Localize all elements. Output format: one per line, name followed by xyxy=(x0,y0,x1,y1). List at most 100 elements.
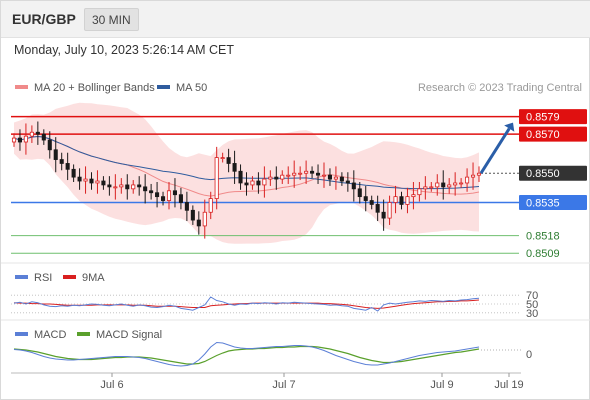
candle-body xyxy=(304,170,309,174)
candle-body xyxy=(333,176,338,180)
candle-body xyxy=(369,200,374,205)
candle-body xyxy=(399,196,404,205)
legend-label-rsi: RSI xyxy=(34,272,52,284)
candle-body xyxy=(23,135,28,143)
legend-swatch-bollinger xyxy=(15,85,28,89)
candle-body xyxy=(470,174,476,178)
candle-body xyxy=(208,198,213,213)
rsi-tick-label: 50 xyxy=(526,299,538,311)
candle-body xyxy=(357,188,362,198)
candle-body xyxy=(11,137,17,143)
candle-body xyxy=(465,176,470,184)
rsi-tick-label: 30 xyxy=(526,308,538,320)
candle-body xyxy=(202,211,207,227)
chart-header: EUR/GBP 30 MIN xyxy=(1,1,590,38)
candle-body xyxy=(143,186,148,192)
candle-body xyxy=(417,188,422,196)
rsi-legend: RSI 9MA xyxy=(15,272,105,284)
price-tag-label: 0.8550 xyxy=(526,168,560,180)
candle-body xyxy=(95,180,100,184)
candle-body xyxy=(244,182,249,186)
candle-body xyxy=(29,131,34,137)
candle-body xyxy=(184,202,189,211)
candle-body xyxy=(226,157,231,164)
candle-body xyxy=(53,149,58,160)
price-tag-label: 0.8579 xyxy=(526,112,560,124)
macd-legend: MACD MACD Signal xyxy=(15,329,162,341)
candle-body xyxy=(447,184,452,188)
price-tag-resistance xyxy=(519,109,587,125)
candlesticks xyxy=(11,121,482,239)
candle-body xyxy=(351,182,356,190)
candle-body xyxy=(423,186,428,190)
candle-body xyxy=(119,184,124,188)
candle-body xyxy=(256,180,261,186)
candle-body xyxy=(411,194,416,198)
candle-body xyxy=(238,170,243,184)
legend-label-9ma: 9MA xyxy=(82,272,105,284)
candle-body xyxy=(190,209,195,221)
candle-body xyxy=(268,176,273,180)
rsi-tick-label: 70 xyxy=(526,290,538,302)
price-tag-resistance xyxy=(519,126,587,142)
legend-swatch-macd xyxy=(15,332,28,336)
price-tag-label: 0.8535 xyxy=(526,197,560,209)
candle-body xyxy=(178,194,183,203)
rsi-line xyxy=(13,296,480,312)
projection-arrow-head xyxy=(504,122,515,132)
main-legend: MA 20 + Bollinger Bands MA 50 Research ©… xyxy=(15,82,582,94)
macd-line xyxy=(13,341,480,367)
candle-body xyxy=(453,182,458,186)
candle-body xyxy=(286,174,291,177)
legend-label-macd-signal: MACD Signal xyxy=(96,329,162,341)
candle-body xyxy=(363,196,368,201)
candle-body xyxy=(131,184,136,190)
legend-swatch-macd-signal xyxy=(77,332,90,336)
macd-signal-line xyxy=(13,345,480,365)
credit-text: Research © 2023 Trading Central xyxy=(418,82,582,94)
candle-body xyxy=(172,190,178,196)
legend-swatch-9ma xyxy=(63,275,76,279)
candle-body xyxy=(113,186,118,189)
candle-body xyxy=(375,204,380,213)
candle-body xyxy=(315,172,321,176)
timestamp: Monday, July 10, 2023 5:26:14 AM CET xyxy=(14,43,235,57)
candle-body xyxy=(250,180,255,186)
x-tick-label: Jul 9 xyxy=(430,379,453,391)
candle-body xyxy=(220,157,225,160)
candle-body xyxy=(441,182,446,188)
candle-body xyxy=(327,174,333,180)
candle-body xyxy=(59,159,64,164)
level-label: 0.8509 xyxy=(526,248,560,260)
candle-body xyxy=(274,176,279,180)
candle-body xyxy=(166,190,172,201)
candle-body xyxy=(41,133,46,141)
legend-label-macd: MACD xyxy=(34,329,66,341)
x-tick-label: Jul 19 xyxy=(494,379,523,391)
candle-body xyxy=(65,163,70,170)
candle-body xyxy=(149,190,154,194)
price-tag-current xyxy=(519,165,587,181)
x-axis-ticks: Jul 6 Jul 7 Jul 9 Jul 19 xyxy=(100,373,524,391)
candle-body xyxy=(35,131,40,135)
candle-body xyxy=(83,178,88,182)
candle-body xyxy=(435,182,440,188)
candle-body xyxy=(77,176,82,182)
candle-body xyxy=(160,196,166,201)
legend-swatch-rsi xyxy=(15,275,28,279)
legend-label-bollinger: MA 20 + Bollinger Bands xyxy=(34,82,155,94)
candle-body xyxy=(345,180,350,184)
price-tag-label: 0.8570 xyxy=(526,129,560,141)
price-tag-support xyxy=(519,194,587,210)
macd-tick-label: 0 xyxy=(526,349,532,361)
candle-body xyxy=(101,180,106,186)
candle-body xyxy=(280,174,285,180)
candle-body xyxy=(476,172,482,176)
x-tick-label: Jul 7 xyxy=(272,379,295,391)
interval-selector[interactable]: 30 MIN xyxy=(84,8,139,31)
symbol-title[interactable]: EUR/GBP xyxy=(12,11,76,27)
projection-arrow-shaft xyxy=(479,127,511,175)
candle-body xyxy=(89,178,94,184)
candle-body xyxy=(17,137,23,143)
